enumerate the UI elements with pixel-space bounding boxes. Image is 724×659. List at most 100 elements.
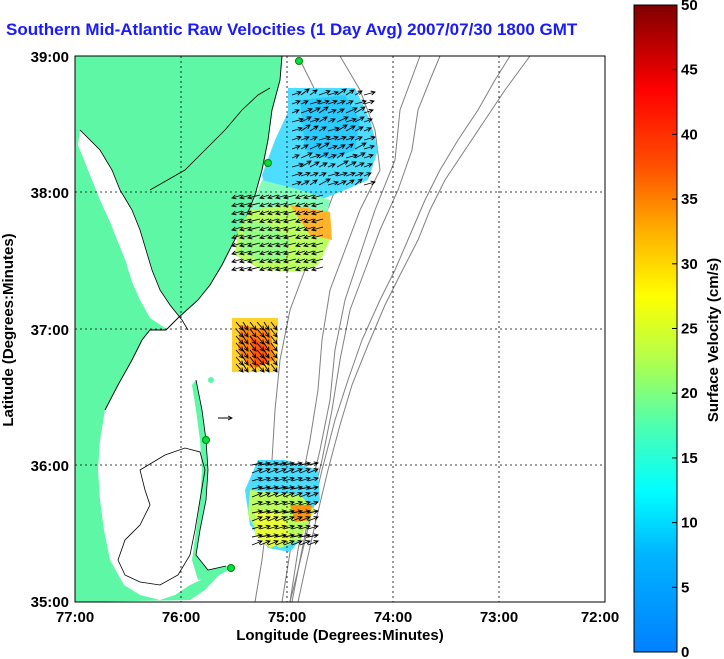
velocity-arrow [309,136,318,141]
velocity-arrow [235,328,244,338]
velocity-arrow [363,163,373,168]
velocity-arrow [318,142,330,150]
velocity-arrow [267,492,279,498]
chesapeake-bay [78,130,188,330]
velocity-arrow [311,202,324,208]
velocity-arrow [311,234,324,240]
velocity-arrow [259,210,270,216]
velocity-arrow [283,492,295,498]
velocity-arrow [291,145,301,150]
velocity-arrow [309,107,321,114]
velocity-arrow [263,356,270,366]
velocity-arrow [231,266,243,272]
velocity-arrow [300,136,310,141]
velocity-arrow [275,234,288,240]
velocity-arrow [275,242,288,248]
gridlines [75,56,605,602]
velocity-arrow [231,242,243,248]
velocity-arrow [231,218,243,224]
velocity-arrow [300,124,311,132]
albemarle-sound [110,438,200,462]
velocity-arrow [336,108,345,114]
colorbar-tick-label: 20 [681,385,698,402]
velocity-arrow [309,89,318,96]
velocity-arrow [354,178,363,186]
velocity-arrow [239,250,252,256]
velocity-arrow [256,342,265,352]
velocity-arrow [318,126,327,132]
velocity-arrow [309,117,320,123]
velocity-arrow [300,160,312,168]
velocity-arrow [299,524,311,530]
velocity-arrow [259,492,271,498]
velocity-arrow [251,516,263,522]
velocity-arrow [275,461,287,467]
station-marker [202,436,210,444]
velocity-arrow [309,125,319,132]
y-tick-label: 36:00 [31,458,69,475]
velocity-arrow [249,356,257,366]
velocity-arrow [318,116,328,123]
velocity-arrow [318,172,327,177]
velocity-arrow [336,144,346,150]
velocity-arrow [267,210,279,216]
velocity-arrow [345,125,356,132]
colorbar-tick-label: 25 [681,321,698,338]
x-axis: 77:00 76:00 75:00 74:00 73:00 72:00 Long… [56,609,619,644]
velocity-arrow [283,516,295,522]
velocity-arrow [247,194,261,200]
y-tick-label: 38:00 [31,185,69,202]
velocity-arrow [354,90,363,96]
velocity-arrow [283,210,297,216]
velocity-arrow [354,116,365,123]
velocity-arrow [270,342,278,352]
velocity-arrow [363,144,375,150]
velocity-arrow [336,116,349,123]
velocity-arrow [303,242,315,248]
velocity-arrow [307,485,319,491]
velocity-arrow [363,108,374,114]
velocity-arrow [345,171,356,177]
velocity-arrow [242,328,249,338]
velocity-arrow [345,100,354,105]
velocity-arrow [235,349,244,359]
x-tick-label: 77:00 [56,609,94,626]
velocity-arrow [291,492,303,498]
velocity-arrow [327,171,340,177]
velocity-arrow [242,335,249,345]
velocity-arrow [311,266,324,272]
velocity-arrow [259,533,271,539]
velocity-arrow [354,99,367,105]
velocity-arrow [363,180,376,186]
velocity-arrow [327,154,337,159]
velocity-arrow [231,226,243,232]
colorbar-label: Surface Velocity (cm/s) [705,258,722,422]
velocity-arrow [291,476,303,482]
velocity-arrow [300,180,310,186]
y-axis: 39:00 38:00 37:00 36:00 35:00 Latitude (… [0,49,69,611]
velocity-arrow [311,250,324,256]
velocity-arrow [263,363,270,373]
velocity-arrow [311,226,324,232]
velocity-arrow [239,258,252,264]
colorbar-gradient [633,4,678,653]
velocity-arrow [311,258,324,264]
velocity-arrow [267,202,279,208]
velocity-arrow [345,179,355,186]
velocity-arrow [318,152,329,159]
velocity-arrow [267,485,279,491]
colorbar-tick-label: 10 [681,515,698,532]
velocity-arrow [239,194,252,200]
velocity-arrow [235,342,244,352]
velocity-arrow [295,194,306,200]
velocity-arrow [299,509,311,515]
velocity-arrow [259,226,270,232]
velocity-arrow [259,485,271,491]
delmarva-peninsula [150,88,270,292]
velocity-arrow [363,118,373,123]
velocity-arrow [249,363,257,373]
coastline [104,56,283,411]
x-tick-label: 72:00 [581,609,619,626]
radar-stations [202,57,303,572]
velocity-arrow [259,218,270,224]
